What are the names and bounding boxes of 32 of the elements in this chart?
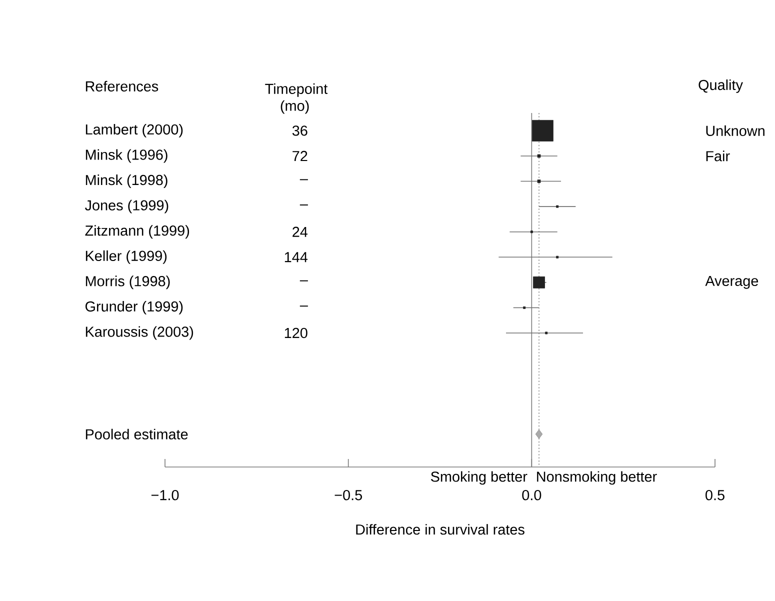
y-tick-label: Pooled estimate — [86, 428, 188, 440]
annotation: – — [300, 204, 308, 206]
annotation: Timepoint (mo) — [265, 83, 328, 114]
x-tick-label: −1.0 — [151, 490, 179, 500]
y-tick-label: Grunder (1999) — [86, 300, 183, 314]
text: Smoking better — [430, 471, 528, 485]
annotation: 144 — [284, 252, 308, 262]
y-tick-label: Karoussis (2003) — [86, 326, 194, 340]
annotation: 24 — [292, 226, 308, 237]
x-tick-label: 0.5 — [706, 490, 724, 500]
annotation: Fair — [706, 150, 730, 162]
annotation: Average — [705, 276, 758, 289]
y-tick-label: Jones (1999) — [84, 200, 168, 214]
annotation: – — [300, 179, 308, 180]
y-tick-label: Lambert (2000) — [86, 124, 183, 138]
annotation: – — [300, 306, 308, 307]
text: Nonsmoking better — [537, 471, 657, 485]
text: References — [86, 80, 158, 92]
annotation: Unknown — [706, 125, 764, 136]
y-tick-label: Zitzmann (1999) — [85, 225, 190, 239]
text: Quality — [698, 79, 743, 93]
y-tick-label: Minsk (1998) — [86, 174, 168, 188]
y-tick-label: Minsk (1996) — [86, 149, 168, 163]
annotation: 120 — [284, 328, 308, 338]
x-axis-title: Difference in survival rates — [356, 524, 524, 535]
y-tick-label: Keller (1999) — [86, 250, 167, 264]
y-tick-label: Morris (1998) — [86, 276, 170, 290]
annotation: 36 — [292, 126, 308, 136]
annotation: – — [300, 280, 308, 282]
x-tick-label: −0.5 — [334, 490, 362, 500]
annotation: 72 — [292, 150, 308, 162]
x-tick-label: 0.0 — [522, 490, 542, 500]
